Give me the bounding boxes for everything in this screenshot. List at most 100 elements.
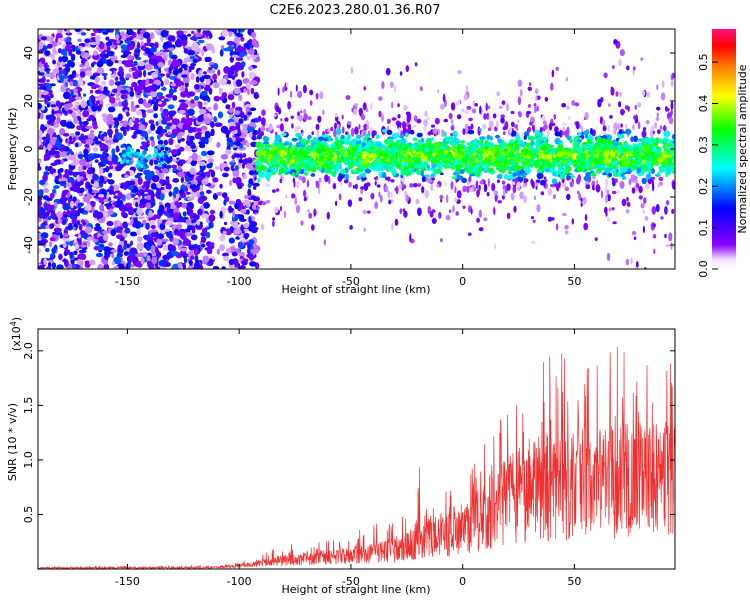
spectrogram-cell [53, 185, 60, 189]
spectrogram-cell [116, 234, 124, 240]
spectrogram-cell [517, 96, 522, 106]
spectrogram-cell [99, 175, 105, 184]
spectrogram-cell [72, 136, 76, 142]
spectrogram-cell [237, 127, 241, 135]
spectrogram-cell [200, 48, 205, 57]
spectrogram-cell [136, 242, 144, 251]
spectrogram-cell [38, 41, 44, 50]
spectrogram-cell [82, 220, 86, 226]
spectrogram-cell [190, 234, 198, 241]
spectrogram-cell [135, 201, 139, 208]
spectrogram-cell [463, 94, 468, 101]
spectrogram-cell [643, 197, 647, 204]
spectrogram-cell [171, 158, 178, 163]
spectrogram-cell [208, 258, 214, 266]
spectrogram-cell [621, 198, 627, 207]
spectrogram-cell [167, 104, 175, 110]
spectrogram-cell [73, 116, 78, 125]
spectrogram-cell [456, 138, 460, 143]
spectrogram-cell [344, 179, 349, 184]
spectrogram-cell [217, 69, 221, 76]
spectrogram-cell [124, 265, 128, 269]
spectrogram-cell [38, 264, 45, 269]
spectrogram-cell [519, 89, 523, 97]
spectrogram-cell [163, 41, 171, 46]
spectrogram-cell [232, 221, 239, 229]
spectrogram-cell [516, 181, 521, 189]
spectrogram-cell [252, 182, 260, 187]
spectrogram-cell [660, 92, 666, 101]
spectrogram-cell [303, 109, 307, 115]
spectrogram-cell [76, 125, 82, 131]
spectrogram-cell [334, 122, 337, 130]
spectrogram-cell [541, 136, 549, 142]
spectrogram-cell [156, 92, 164, 97]
spectrogram-cell [429, 211, 434, 218]
spectrogram-cell [170, 82, 177, 87]
spectrogram-cell [46, 79, 50, 83]
spectrogram-cell [71, 179, 76, 188]
spectrogram-cell [160, 50, 165, 56]
spectrogram-cell [124, 227, 131, 234]
spectrogram-cell [96, 100, 100, 105]
spectrogram-cell [77, 153, 84, 160]
spectrogram-cell [223, 255, 230, 262]
spectrogram-cell [67, 109, 73, 114]
spectrogram-cell [562, 122, 567, 126]
spectrogram-cell [135, 129, 142, 135]
spectrogram-cell [497, 200, 502, 204]
spectrogram-cell [177, 160, 184, 168]
spectrogram-cell [44, 247, 50, 253]
spectrogram-cell [50, 162, 58, 166]
spectrogram-cell [476, 217, 480, 223]
spectrogram-cell [206, 150, 215, 156]
spectrogram-cell [182, 76, 190, 84]
spectrogram-cell [213, 63, 219, 70]
spectrogram-cell [362, 102, 367, 111]
spectrogram-cell [200, 235, 207, 244]
spectrogram-cell [389, 81, 394, 88]
spectrogram-cell [95, 252, 103, 258]
spectrogram-cell [63, 250, 68, 257]
spectrogram-cell [185, 113, 189, 119]
spectrogram-cell [155, 251, 162, 258]
spectrogram-cell [240, 264, 245, 269]
spectrogram-cell [506, 183, 511, 191]
spectrogram-cell [625, 123, 628, 129]
spectrogram-cell [488, 120, 494, 126]
spectrogram-cell [195, 175, 204, 182]
spectrogram-cell [102, 259, 109, 265]
spectrogram-cell [631, 187, 636, 194]
spectrogram-cell [251, 204, 257, 211]
spectrogram-cell [280, 118, 283, 122]
spectrogram-cell [55, 141, 62, 149]
spectrogram-cell [312, 159, 316, 166]
spectrogram-cell [75, 50, 82, 55]
spectrogram-cell [163, 110, 168, 119]
spectrogram-cell [308, 212, 313, 219]
spectrogram-cell [184, 232, 193, 237]
spectrogram-cell [128, 35, 134, 40]
spectrogram-cell [140, 257, 145, 265]
spectrogram-cell [451, 176, 458, 180]
spectrogram-cell [190, 255, 195, 260]
spectrogram-cell [197, 29, 201, 33]
spectrogram-cell [144, 47, 151, 55]
spectrogram-cell [197, 156, 201, 165]
spectrogram-cell [38, 197, 43, 201]
spectrogram-cell [274, 206, 279, 214]
spectrogram-cell [297, 90, 303, 98]
spectrogram-cell [134, 174, 141, 179]
spectrogram-cell [554, 126, 559, 134]
spectrogram-cell [149, 246, 155, 253]
spectrogram-cell [117, 244, 123, 252]
spectrogram-cell [479, 105, 482, 115]
spectrogram-cell [158, 259, 167, 267]
spectrogram-cell [382, 129, 388, 133]
spectrogram-cell [42, 174, 48, 182]
spectrogram-cell [580, 197, 583, 203]
spectrogram-cell [157, 62, 165, 68]
spectrogram-cell [99, 42, 105, 50]
spectrogram-cell [370, 163, 374, 168]
spectrogram-cell [254, 196, 260, 202]
